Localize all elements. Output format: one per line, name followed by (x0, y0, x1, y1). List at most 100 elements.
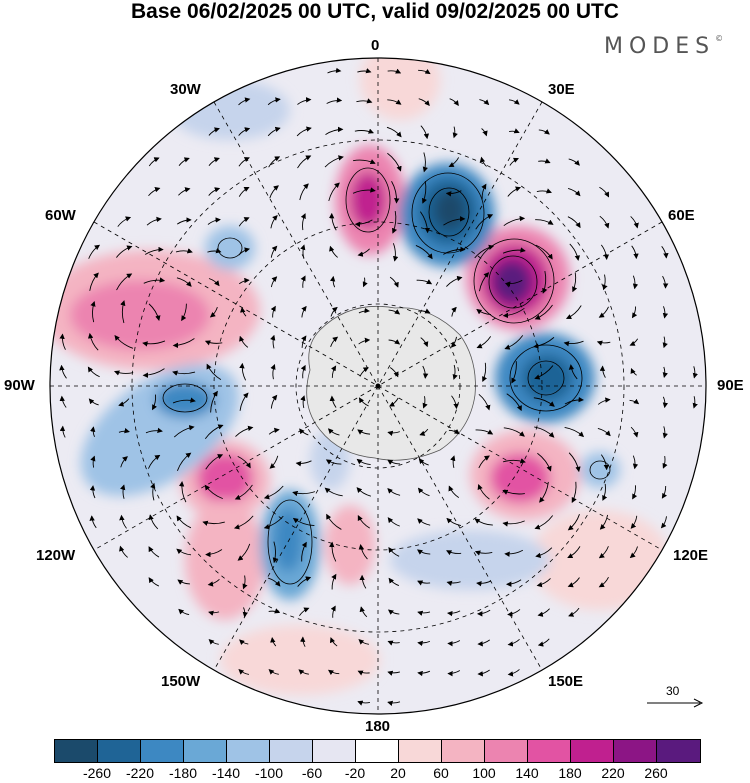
colorbar-swatch (571, 740, 614, 762)
wind-vector (388, 577, 400, 586)
lon-label-30e: 30E (548, 81, 575, 98)
wind-vector (268, 427, 280, 435)
wind-vector (392, 210, 398, 234)
colorbar-tick-label: 180 (558, 765, 582, 781)
south-pole-marker (375, 383, 381, 389)
wind-vector (511, 361, 517, 384)
wind-vector (389, 367, 399, 378)
wind-vector (507, 669, 520, 677)
wind-vector (599, 365, 606, 378)
wind-vector (446, 550, 462, 556)
wind-vector (116, 245, 133, 258)
wind-vector (292, 490, 316, 497)
wind-vector (117, 216, 132, 227)
wind-vector (208, 639, 219, 645)
wind-vector (204, 340, 223, 346)
wind-vector (145, 427, 163, 434)
wind-vector (443, 246, 466, 255)
field-layer (50, 58, 706, 714)
wind-vector (630, 216, 639, 229)
lon-label-120w: 120W (36, 547, 76, 564)
wind-vector (354, 219, 373, 228)
wind-vector (632, 455, 639, 470)
wind-vector (330, 605, 336, 618)
wind-vector (387, 152, 402, 172)
colorbar-swatch (356, 740, 399, 762)
wind-vector (263, 485, 284, 500)
wind-vector (330, 306, 338, 317)
wind-vector (629, 398, 640, 405)
wind-vector (354, 128, 374, 134)
colorbar-tick-label: 60 (433, 765, 449, 781)
wind-vector (599, 514, 609, 530)
wind-vector (238, 127, 251, 136)
wind-vector (631, 245, 639, 260)
wind-vector (692, 396, 698, 409)
wind-vector (599, 186, 610, 198)
wind-vector (120, 484, 126, 499)
colorbar-tick-label: -60 (301, 765, 323, 781)
wind-vector (481, 128, 488, 137)
lon-label-90e: 90E (717, 377, 744, 394)
wind-vector (599, 215, 610, 229)
wind-vector (507, 639, 520, 647)
wind-vector (538, 129, 550, 135)
wind-vector (172, 397, 196, 404)
colorbar-swatch (528, 740, 571, 762)
wind-vector (210, 390, 218, 413)
wind-vector (474, 550, 493, 556)
modes-logo: MODES© (604, 34, 723, 59)
wind-vector (178, 608, 190, 616)
wind-vector (571, 481, 577, 503)
wind-vector (602, 483, 608, 501)
wind-vector (630, 515, 638, 529)
wind-vector (268, 156, 281, 168)
wind-vector (270, 276, 278, 288)
wind-vector (479, 99, 490, 106)
wind-vector (568, 452, 581, 473)
wind-vector (417, 670, 431, 677)
wind-vector (152, 394, 157, 411)
wind-vector (446, 275, 463, 287)
wind-vector (113, 370, 134, 376)
wind-vector (119, 514, 127, 529)
wind-vector (59, 364, 67, 379)
wind-vector (422, 365, 429, 379)
wind-vector (662, 275, 669, 289)
wind-vector (326, 97, 343, 104)
wind-vector (447, 610, 461, 617)
colorbar-swatch (485, 740, 528, 762)
wind-vector (207, 578, 220, 587)
wind-vector (237, 455, 251, 469)
wind-vector (59, 395, 67, 408)
wind-vector (534, 365, 554, 380)
wind-vector (146, 216, 162, 226)
wind-vector (89, 515, 97, 529)
wind-vector (118, 398, 130, 407)
wind-vector (568, 158, 580, 166)
colorbar-swatch (313, 740, 356, 762)
wind-vector (297, 97, 312, 105)
wind-vector (533, 397, 555, 407)
wind-vector (662, 336, 668, 349)
wind-vector (502, 247, 526, 254)
wind-vector (176, 452, 192, 471)
wind-vector (567, 546, 581, 559)
lon-label-150w: 150W (161, 673, 201, 690)
wind-vector (178, 187, 191, 196)
wind-vector (569, 243, 581, 261)
wind-vector (503, 215, 526, 227)
wind-vector (567, 216, 581, 229)
colorbar-swatch (184, 740, 227, 762)
wind-vector (597, 397, 611, 405)
wind-vector (175, 248, 193, 254)
wind-vector (172, 338, 195, 349)
wind-vector (148, 546, 160, 558)
wind-vector (300, 275, 306, 288)
wind-vector (362, 277, 368, 288)
wind-vector (422, 152, 428, 173)
wind-vector (329, 395, 337, 408)
wind-vector (389, 276, 399, 288)
wind-vector (59, 425, 66, 438)
wind-vector (598, 546, 609, 559)
